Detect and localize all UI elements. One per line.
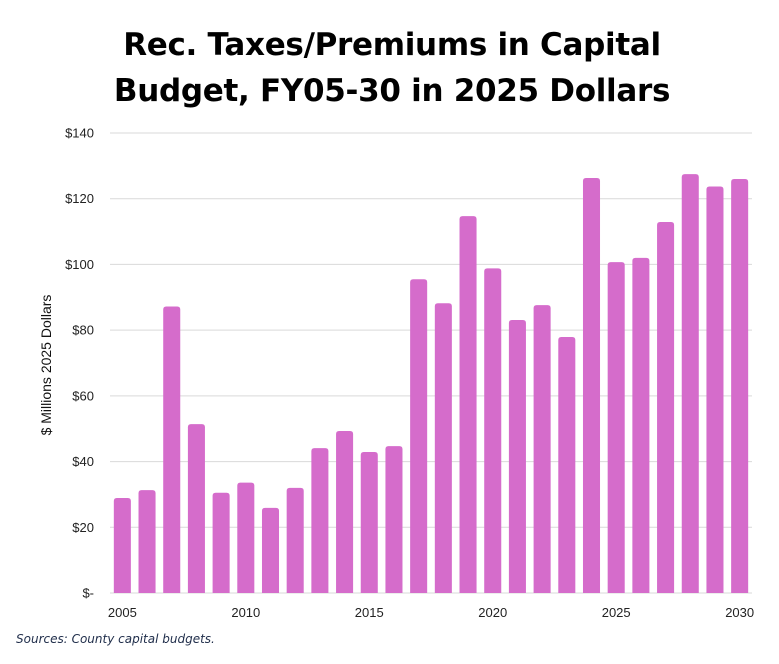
chart-title-line-1: Rec. Taxes/Premiums in Capital <box>123 27 661 63</box>
bar-2014 <box>336 431 354 593</box>
y-tick-label: $20 <box>72 520 94 535</box>
bar-2024 <box>582 178 601 593</box>
y-axis-ticks: $- $20 $40 $60 $80 $100 $120 $140 <box>65 126 94 601</box>
bar-2026 <box>632 257 650 593</box>
bar-2023 <box>558 337 576 593</box>
chart-title-line-2: Budget, FY05-30 in 2025 Dollars <box>113 73 671 109</box>
bar-2006 <box>138 490 156 593</box>
bar-2029 <box>706 186 724 594</box>
bar-2027 <box>657 222 675 594</box>
bar-2020 <box>484 268 502 593</box>
gridlines <box>110 132 752 594</box>
chart-title: Rec. Taxes/Premiums in Capital Budget, F… <box>0 22 779 114</box>
x-tick-label: 2015 <box>355 605 384 620</box>
x-tick-label: 2010 <box>231 605 260 620</box>
bar-2008 <box>187 424 205 593</box>
x-tick-label: 2005 <box>108 605 137 620</box>
y-tick-label: $60 <box>72 388 94 403</box>
x-tick-label: 2020 <box>478 605 507 620</box>
bar-2005 <box>113 498 131 593</box>
x-tick-label: 2030 <box>725 605 754 620</box>
x-axis-ticks: 2005 2010 2015 2020 2025 2030 <box>108 605 754 620</box>
bar-2025 <box>607 262 625 593</box>
bar-2007 <box>163 306 181 593</box>
bar-2015 <box>360 452 378 593</box>
bar-2021 <box>508 319 526 593</box>
bar-2011 <box>261 507 280 593</box>
y-tick-label: $80 <box>72 323 94 338</box>
y-tick-label: $120 <box>65 191 94 206</box>
y-tick-label: $- <box>82 586 94 601</box>
bar-2019 <box>459 216 477 593</box>
source-note: Sources: County capital budgets. <box>16 632 215 646</box>
y-tick-label: $100 <box>65 257 94 272</box>
x-tick-label: 2025 <box>602 605 631 620</box>
bar-2028 <box>681 174 699 594</box>
bar-2013 <box>311 448 329 593</box>
y-tick-label: $40 <box>72 454 94 469</box>
y-tick-label: $140 <box>65 126 94 141</box>
bar-2010 <box>237 482 255 593</box>
bar-2009 <box>212 492 230 593</box>
y-axis-label: $ Millions 2025 Dollars <box>38 295 54 436</box>
bar-2018 <box>434 303 452 593</box>
bars <box>113 174 749 594</box>
bar-2030 <box>731 179 749 593</box>
bar-2016 <box>385 446 403 593</box>
bar-2017 <box>410 279 428 593</box>
bar-2012 <box>286 487 304 593</box>
bar-2022 <box>533 305 551 593</box>
